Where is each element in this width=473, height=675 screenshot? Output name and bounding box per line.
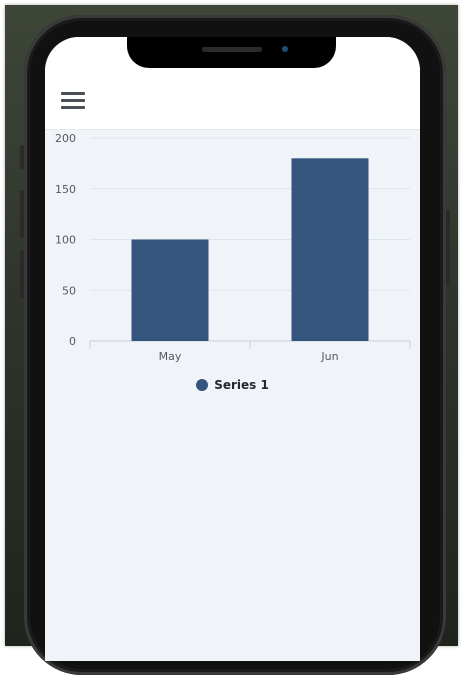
x-tick-label: Jun	[320, 350, 338, 363]
menu-line	[61, 92, 85, 95]
bar-may[interactable]	[131, 239, 209, 342]
y-tick-label: 50	[62, 284, 76, 297]
phone-mute-switch	[20, 145, 24, 169]
y-tick-label: 150	[55, 183, 76, 196]
legend-series-1-label: Series 1	[214, 378, 269, 392]
x-tick-label: May	[159, 350, 182, 363]
legend-series-1-marker	[196, 379, 209, 391]
bar-jun[interactable]	[291, 158, 369, 341]
y-tick-label: 0	[69, 335, 76, 348]
bar-chart-svg: 0 50 100 150 200 May Jun	[55, 132, 411, 363]
hamburger-menu-icon[interactable]	[61, 92, 85, 110]
bar-chart: 0 50 100 150 200 May Jun	[45, 129, 420, 409]
front-camera	[282, 46, 288, 52]
y-tick-label: 200	[55, 132, 76, 145]
speaker-grille	[202, 47, 262, 52]
phone-volume-down-button	[20, 250, 24, 298]
phone-power-button	[446, 210, 450, 286]
menu-line	[61, 99, 85, 102]
phone-volume-up-button	[20, 190, 24, 238]
y-tick-label: 100	[55, 234, 76, 247]
menu-line	[61, 106, 85, 109]
phone-notch	[127, 37, 336, 68]
chart-legend[interactable]: Series 1	[45, 378, 420, 392]
phone-screen: 0 50 100 150 200 May Jun Series 1	[45, 37, 420, 661]
